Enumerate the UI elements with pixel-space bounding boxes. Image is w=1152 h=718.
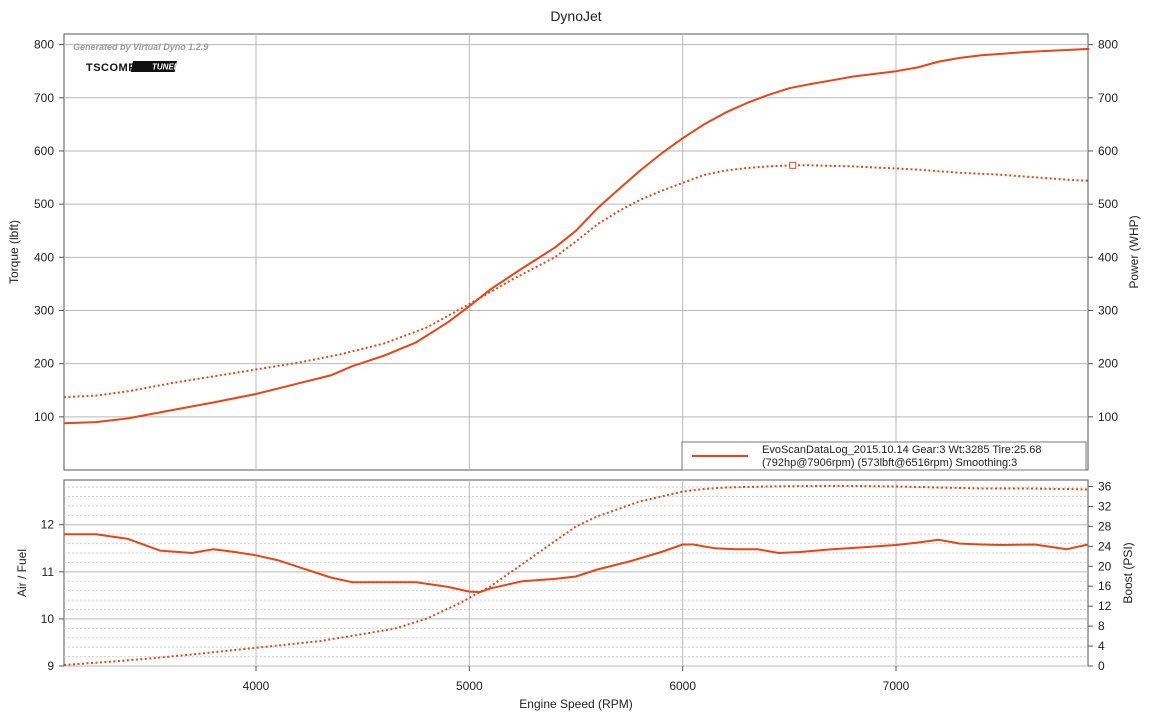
torque-tick-label: 600 — [34, 144, 54, 158]
torque-tick-label: 100 — [34, 410, 54, 424]
torque-tick-label: 700 — [34, 91, 54, 105]
afr-tick-label: 10 — [41, 612, 55, 626]
top-plot-frame — [63, 33, 1089, 471]
boost-tick-label: 16 — [1098, 579, 1112, 593]
power-tick-label: 500 — [1098, 197, 1118, 211]
power-tick-label: 800 — [1098, 38, 1118, 52]
torque-axis-label: Torque (lbft) — [7, 220, 21, 284]
legend-frame — [681, 441, 1087, 471]
torque-power-panel: 100 200 300 400 500 600 700 800 100 200 300 400 500… — [7, 33, 1141, 471]
legend-line-2: (792hp@7906rpm) (573lbft@6516rpm) Smooth… — [762, 457, 1017, 469]
afr-boost-panel: 9 10 11 12 0 4 8 12 16 20 24 28 32 36 4000 5000 6000 70… — [15, 479, 1135, 711]
chart-title: DynoJet — [550, 8, 601, 24]
boost-tick-label: 4 — [1098, 639, 1105, 653]
afr-tick-label: 11 — [42, 565, 55, 579]
legend-line-1: EvoScanDataLog_2015.10.14 Gear:3 Wt:3285… — [762, 444, 1041, 456]
boost-tick-label: 36 — [1098, 479, 1112, 493]
afr-line — [64, 533, 1089, 594]
afr-axis-label: Air / Fuel — [15, 549, 29, 597]
logo-tuned-badge — [130, 61, 178, 72]
power-tick-label: 700 — [1098, 91, 1118, 105]
torque-tick-label: 300 — [34, 303, 54, 317]
bottom-plot-frame — [63, 479, 1089, 667]
peak-torque-marker — [789, 161, 797, 169]
tscomp-logo: TSCOMP TUNED — [86, 61, 180, 74]
rpm-tick-label: 5000 — [456, 679, 483, 693]
afr-tick-label: 9 — [47, 659, 54, 673]
torque-tick-label: 400 — [34, 250, 54, 264]
torque-tick-label: 500 — [34, 197, 54, 211]
x-axis-label: Engine Speed (RPM) — [519, 697, 632, 711]
boost-axis-label: Boost (PSI) — [1121, 542, 1135, 603]
torque-tick-label: 800 — [34, 38, 54, 52]
boost-tick-label: 0 — [1098, 659, 1105, 673]
watermark-text: Generated by Virtual Dyno 1.2.9 — [73, 42, 208, 52]
power-tick-label: 400 — [1098, 250, 1118, 264]
afr-tick-label: 12 — [41, 518, 55, 532]
boost-tick-label: 32 — [1098, 499, 1112, 513]
power-line — [63, 47, 1090, 425]
torque-tick-label: 200 — [34, 357, 54, 371]
rpm-tick-label: 4000 — [243, 679, 270, 693]
boost-tick-label: 24 — [1098, 539, 1112, 553]
torque-line — [63, 164, 1089, 399]
boost-tick-label: 20 — [1098, 559, 1112, 573]
power-tick-label: 600 — [1098, 144, 1118, 158]
power-axis-label: Power (WHP) — [1127, 215, 1141, 288]
power-tick-label: 300 — [1098, 303, 1118, 317]
legend-box: EvoScanDataLog_2015.10.14 Gear:3 Wt:3285… — [681, 441, 1087, 471]
boost-tick-label: 28 — [1098, 519, 1112, 533]
boost-tick-label: 8 — [1098, 619, 1105, 633]
logo-text: TSCOMP — [86, 62, 136, 74]
boost-tick-label: 12 — [1098, 599, 1112, 613]
rpm-tick-label: 7000 — [883, 679, 910, 693]
power-tick-label: 100 — [1098, 410, 1118, 424]
logo-tuned-text: TUNED — [152, 63, 180, 72]
rpm-tick-label: 6000 — [669, 679, 696, 693]
power-tick-label: 200 — [1098, 357, 1118, 371]
